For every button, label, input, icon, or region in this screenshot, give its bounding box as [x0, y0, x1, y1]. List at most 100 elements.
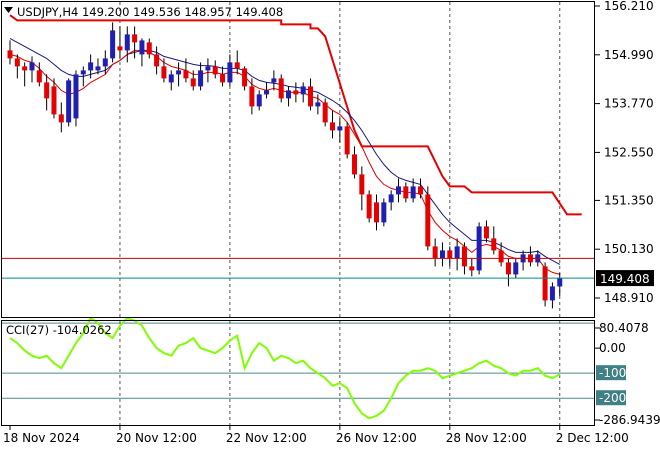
price-tick-label: 156.210 — [604, 0, 654, 13]
candle-body-up — [66, 80, 72, 123]
candle-body-down — [374, 202, 379, 223]
candle-body-up — [439, 250, 445, 259]
candle — [29, 56, 35, 83]
candle-body-down — [403, 186, 409, 199]
slow-moving-average-line — [9, 37, 561, 265]
candle-body-up — [410, 186, 416, 199]
candle-body-down — [432, 246, 438, 259]
candle-body-down — [352, 154, 358, 175]
candle — [124, 26, 130, 63]
candle-body-up — [80, 70, 86, 75]
current-price-label: 149.408 — [600, 272, 650, 286]
candle — [476, 222, 482, 275]
candle-body-down — [36, 70, 42, 83]
candle-body-down — [242, 68, 248, 87]
candle-body-up — [286, 90, 292, 99]
candle-body-down — [58, 114, 64, 123]
candle — [410, 178, 416, 203]
candle — [513, 258, 519, 279]
candle — [198, 62, 204, 91]
candle — [73, 70, 79, 127]
cci-level-badge — [596, 390, 626, 406]
candle-body-up — [557, 278, 563, 287]
candle-body-up — [476, 226, 482, 271]
candle — [212, 60, 218, 79]
candle-body-up — [388, 194, 394, 203]
candle — [549, 282, 555, 309]
candle — [227, 54, 233, 87]
candle — [176, 62, 182, 87]
candle — [498, 242, 504, 267]
collapse-arrow-icon[interactable] — [4, 7, 13, 13]
candle-body-down — [7, 50, 13, 59]
price-tick-label: 154.990 — [604, 48, 654, 62]
stop-line-layer — [9, 14, 582, 216]
candle — [557, 272, 563, 297]
candle-body-up — [73, 74, 79, 119]
candle-body-down — [249, 86, 255, 107]
cci-tick-label: -200 — [599, 391, 626, 405]
fast-moving-average-line — [9, 49, 560, 275]
candle — [520, 250, 526, 271]
time-tick-label: 20 Nov 12:00 — [116, 431, 197, 445]
candle-body-up — [513, 262, 519, 275]
candle — [249, 78, 255, 115]
candle-body-up — [315, 102, 321, 107]
candle — [271, 70, 277, 91]
cci-panel-frame — [1, 320, 595, 426]
candle-body-up — [264, 90, 270, 95]
candle — [22, 62, 28, 87]
candle — [322, 98, 328, 127]
candle-body-down — [51, 86, 57, 115]
candle — [425, 186, 431, 251]
candle — [139, 38, 145, 67]
candle-body-down — [366, 194, 372, 219]
candle — [491, 226, 497, 255]
current-price-badge — [596, 270, 654, 287]
candle — [483, 220, 489, 243]
candle — [110, 22, 116, 63]
time-tick-label: 22 Nov 12:00 — [226, 431, 307, 445]
candle-body-up — [300, 86, 306, 95]
candle — [220, 66, 226, 87]
candle-body-up — [29, 62, 35, 71]
candle — [205, 58, 211, 83]
candle — [7, 40, 13, 65]
candle — [286, 86, 292, 107]
cci-tick-label: 80.4078 — [599, 321, 649, 335]
candle — [366, 190, 372, 223]
candle-body-up — [205, 66, 211, 71]
candle — [234, 50, 240, 75]
candle-body-down — [117, 46, 123, 51]
candle-body-up — [454, 246, 460, 259]
candle-body-down — [491, 238, 497, 251]
candle-body-up — [176, 70, 182, 75]
candle — [344, 122, 350, 159]
candle — [527, 246, 533, 267]
candle — [242, 66, 248, 91]
candle — [403, 182, 409, 203]
candle — [374, 194, 379, 231]
candle — [308, 78, 314, 111]
time-tick-label: 26 Nov 12:00 — [336, 431, 417, 445]
cci-layer — [2, 316, 594, 420]
candle — [439, 242, 445, 267]
candle — [352, 146, 358, 179]
candle — [44, 74, 50, 111]
price-tick-label: 150.130 — [604, 242, 654, 256]
candle — [14, 54, 20, 79]
candle — [132, 26, 138, 59]
candle — [117, 26, 123, 59]
candle — [293, 82, 299, 103]
candle-body-up — [95, 66, 101, 71]
price-level-layer — [2, 257, 594, 279]
candle — [381, 198, 387, 227]
candle-body-up — [88, 62, 94, 71]
candle — [300, 82, 306, 103]
price-tick-label: 148.910 — [604, 291, 654, 305]
moving-average-layer — [9, 37, 561, 275]
candle — [447, 246, 453, 267]
candle-body-up — [395, 186, 401, 195]
candle — [264, 82, 270, 99]
